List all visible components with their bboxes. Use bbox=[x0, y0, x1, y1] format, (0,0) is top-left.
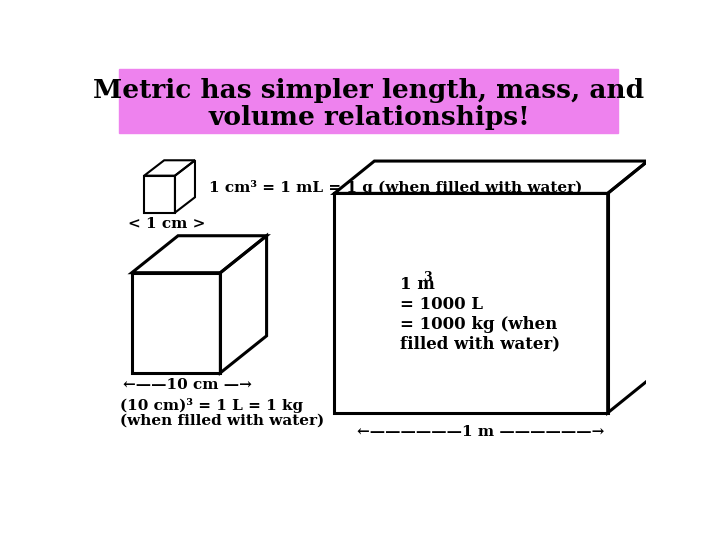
Text: Metric has simpler length, mass, and: Metric has simpler length, mass, and bbox=[94, 78, 644, 104]
Text: ←——10 cm —→: ←——10 cm —→ bbox=[123, 378, 252, 392]
Text: 1 cm³ = 1 mL = 1 g (when filled with water): 1 cm³ = 1 mL = 1 g (when filled with wat… bbox=[209, 180, 582, 195]
Text: 1 m: 1 m bbox=[400, 275, 435, 293]
Text: 3: 3 bbox=[423, 271, 431, 284]
Text: filled with water): filled with water) bbox=[400, 336, 560, 353]
Text: = 1000 kg (when: = 1000 kg (when bbox=[400, 315, 557, 333]
Text: (10 cm)³ = 1 L = 1 kg: (10 cm)³ = 1 L = 1 kg bbox=[120, 397, 302, 413]
Text: (when filled with water): (when filled with water) bbox=[120, 414, 324, 428]
Text: = 1000 L: = 1000 L bbox=[400, 295, 483, 313]
Bar bbox=[119, 70, 618, 132]
Text: < 1 cm >: < 1 cm > bbox=[127, 217, 205, 231]
Text: volume relationships!: volume relationships! bbox=[208, 105, 530, 130]
Text: ←——————1 m ——————→: ←——————1 m ——————→ bbox=[357, 425, 605, 439]
